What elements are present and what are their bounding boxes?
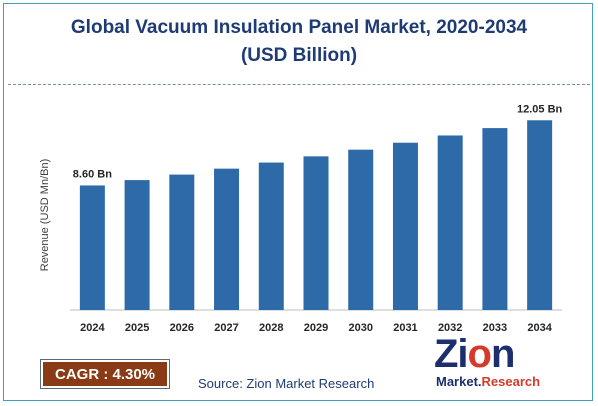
source-note: Source: Zion Market Research	[198, 376, 375, 391]
bar-2033	[482, 128, 508, 310]
bar-2028	[258, 162, 284, 310]
x-tick-label-2024: 2024	[80, 322, 105, 334]
cagr-badge: CAGR : 4.30%	[40, 359, 170, 389]
chart-title-line2: (USD Billion)	[240, 45, 358, 66]
data-label-2024: 8.60 Bn	[73, 168, 112, 180]
bar-2024	[79, 185, 105, 310]
x-tick-label-2025: 2025	[125, 322, 149, 334]
x-tick-label-2031: 2031	[393, 322, 417, 334]
x-tick-label-2034: 2034	[527, 322, 552, 334]
x-tick-label-2027: 2027	[214, 322, 238, 334]
chart-title-line1: Global Vacuum Insulation Panel Market, 2…	[70, 17, 528, 38]
bar-2029	[303, 156, 329, 310]
bar-2025	[124, 180, 150, 310]
data-label-2034: 12.05 Bn	[517, 103, 563, 115]
x-tick-label-2030: 2030	[348, 322, 372, 334]
bar-2032	[437, 135, 463, 310]
x-tick-label-2033: 2033	[483, 322, 507, 334]
bar-2030	[348, 149, 374, 310]
chart-frame	[3, 3, 593, 401]
logo-word: Zion	[434, 332, 515, 376]
logo-sub-start: Market.	[436, 374, 482, 389]
zion-logo: Zion Market.Research	[434, 334, 554, 394]
x-tick-label-2029: 2029	[304, 322, 328, 334]
logo-subtitle: Market.Research	[436, 374, 540, 389]
bar-2034	[527, 120, 553, 310]
title-divider	[8, 84, 590, 85]
cagr-label: CAGR : 4.30%	[43, 362, 167, 386]
x-tick-label-2026: 2026	[170, 322, 194, 334]
logo-sub-end: Research	[481, 374, 541, 389]
logo-word-start: Zi	[434, 332, 469, 376]
chart-title: Global Vacuum Insulation Panel Market, 2…	[0, 14, 598, 70]
logo-word-o: o	[467, 332, 492, 376]
y-axis-label: Revenue (USD Mn/Bn)	[39, 159, 51, 272]
logo-word-end: n	[490, 332, 515, 376]
bar-2031	[392, 142, 418, 310]
x-tick-label-2032: 2032	[438, 322, 462, 334]
bar-2027	[214, 168, 240, 310]
x-tick-label-2028: 2028	[259, 322, 283, 334]
bar-2026	[169, 174, 195, 310]
